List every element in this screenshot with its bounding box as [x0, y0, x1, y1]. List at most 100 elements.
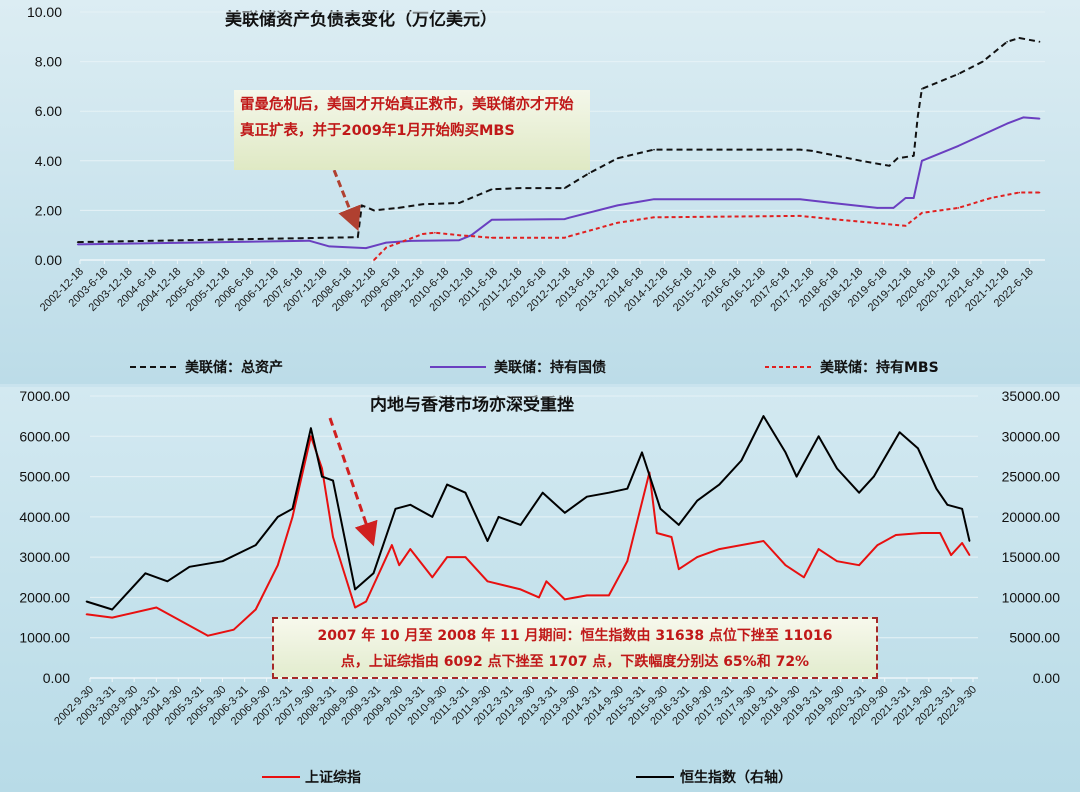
- data-point: [391, 544, 393, 546]
- y-tick-label: 0.00: [35, 252, 62, 268]
- data-point: [486, 540, 489, 542]
- data-point: [372, 572, 375, 575]
- data-point: [332, 536, 334, 538]
- data-point: [563, 512, 566, 514]
- data-point: [961, 508, 963, 510]
- data-point: [836, 467, 838, 470]
- data-point: [799, 148, 801, 151]
- data-point: [876, 207, 879, 209]
- data-point: [373, 259, 375, 261]
- data-point: [876, 544, 879, 546]
- data-point: [308, 239, 310, 242]
- data-point: [397, 207, 400, 209]
- legend-label-treasuries: 美联储：持有国债: [494, 359, 606, 376]
- data-point: [254, 544, 257, 546]
- data-point: [678, 568, 680, 571]
- data-point: [917, 447, 919, 450]
- data-point: [961, 542, 963, 544]
- data-point: [616, 222, 619, 224]
- data-point: [458, 234, 461, 236]
- data-point: [608, 491, 610, 494]
- data-point: [291, 516, 294, 518]
- data-point: [696, 499, 699, 502]
- data-point: [588, 172, 590, 174]
- data-point: [896, 157, 899, 160]
- y-tick-label: 0.00: [43, 670, 70, 686]
- bottom-chart-title: 内地与香港市场亦深受重挫: [370, 394, 574, 415]
- data-point: [291, 508, 294, 510]
- data-point: [254, 608, 257, 611]
- data-point: [935, 487, 938, 490]
- data-point: [519, 588, 522, 591]
- data-point: [458, 202, 461, 204]
- data-point: [836, 560, 838, 562]
- series-line-0: [86, 435, 971, 637]
- data-point: [431, 576, 434, 579]
- data-point: [858, 491, 860, 494]
- data-point: [232, 628, 235, 631]
- data-point: [946, 503, 949, 506]
- data-point: [361, 204, 363, 207]
- data-point: [718, 548, 721, 550]
- data-point: [1018, 191, 1021, 194]
- data-point: [538, 596, 540, 599]
- data-point: [917, 115, 919, 117]
- data-point: [365, 247, 367, 249]
- annotation-box-crash: 2007 年 10 月至 2008 年 11 月期间：恒生指数由 31638 点…: [272, 617, 878, 679]
- data-point: [490, 219, 493, 221]
- data-point: [434, 231, 436, 234]
- data-point: [696, 556, 699, 558]
- data-point: [545, 580, 548, 583]
- data-point: [762, 540, 765, 542]
- legend-label-total-assets: 美联储：总资产: [185, 359, 283, 376]
- data-point: [653, 198, 655, 201]
- data-point: [1006, 40, 1008, 43]
- y-tick-label: 10.00: [27, 4, 62, 20]
- data-point: [563, 598, 566, 601]
- annotation-arrow-bottom: [328, 417, 378, 547]
- data-point: [490, 188, 493, 191]
- data-point: [616, 204, 619, 207]
- bottom-chart-background: [0, 387, 1080, 792]
- series-line-2: [373, 191, 1040, 261]
- data-point: [795, 475, 798, 478]
- y2-tick-label: 15000.00: [1002, 549, 1061, 565]
- data-point: [155, 606, 158, 609]
- data-point: [519, 524, 522, 526]
- data-point: [356, 236, 359, 238]
- data-point: [655, 532, 658, 534]
- data-point: [920, 532, 923, 534]
- data-point: [904, 224, 907, 227]
- data-point: [912, 155, 915, 157]
- data-point: [354, 588, 356, 591]
- y-tick-label: 2.00: [35, 202, 62, 218]
- data-point: [409, 240, 412, 242]
- data-point: [373, 209, 375, 212]
- y2-tick-label: 5000.00: [1009, 630, 1060, 646]
- data-point: [76, 241, 79, 243]
- annotation-line-1: 2007 年 10 月至 2008 年 11 月期间：恒生指数由 31638 点…: [317, 628, 833, 644]
- legend-label-hsi: 恒生指数（右轴）: [680, 769, 792, 786]
- data-point: [888, 164, 891, 167]
- y-tick-label: 1000.00: [19, 630, 70, 646]
- data-point: [385, 246, 387, 249]
- data-point: [85, 600, 88, 603]
- data-point: [892, 207, 895, 209]
- data-point: [310, 427, 312, 430]
- data-point: [1022, 116, 1025, 119]
- data-point: [85, 613, 88, 616]
- data-point: [328, 245, 331, 248]
- data-point: [912, 197, 915, 199]
- data-point: [188, 566, 191, 568]
- data-point: [332, 479, 334, 482]
- data-point: [799, 198, 801, 201]
- data-point: [76, 243, 79, 246]
- data-point: [653, 148, 655, 151]
- data-point: [895, 534, 897, 536]
- data-point: [563, 218, 566, 220]
- data-point: [221, 560, 224, 562]
- data-point: [567, 235, 570, 238]
- data-point: [1018, 37, 1021, 39]
